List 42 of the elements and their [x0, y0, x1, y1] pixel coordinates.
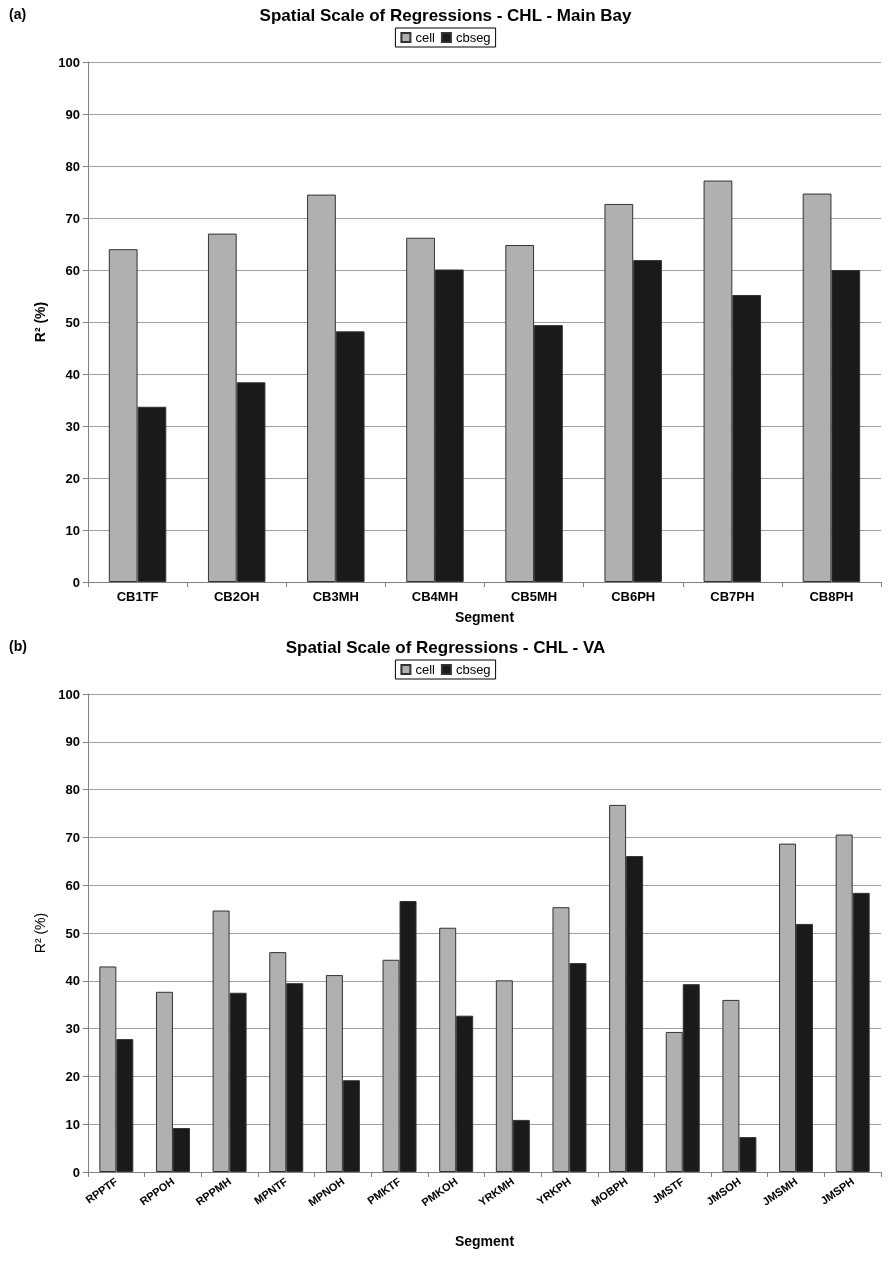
- x-tick-label: CB8PH: [809, 589, 854, 604]
- y-tick-label: 0: [72, 574, 80, 590]
- y-tick-label: 90: [65, 734, 80, 750]
- x-tick-label: CB7PH: [710, 589, 755, 604]
- text: (b): [9, 638, 27, 654]
- legend-label: cell: [415, 30, 436, 45]
- y-tick-label: 60: [65, 262, 80, 278]
- y-tick-label: 80: [65, 782, 80, 798]
- x-tick-label: CB6PH: [611, 589, 656, 604]
- y-tick-label: 100: [58, 54, 80, 70]
- y-tick-label: 20: [65, 470, 80, 486]
- legend-label: cbseg: [455, 662, 491, 677]
- y-axis-title: R² (%): [32, 301, 49, 343]
- y-tick-label: 50: [65, 314, 80, 330]
- x-tick-label: CB5MH: [510, 589, 558, 604]
- y-tick-label: 0: [72, 1164, 80, 1180]
- y-tick-label: 70: [65, 210, 80, 226]
- x-tick-label: CB1TF: [116, 589, 159, 604]
- y-tick-label: 100: [58, 686, 80, 702]
- y-tick-label: 30: [65, 418, 80, 434]
- y-tick-label: 80: [65, 158, 80, 174]
- y-tick-label: 50: [65, 925, 80, 941]
- y-axis-title: R² (%): [32, 912, 49, 954]
- legend-label: cell: [415, 662, 436, 677]
- text: (a): [9, 6, 27, 22]
- y-tick-label: 90: [65, 106, 80, 122]
- y-tick-label: 60: [65, 877, 80, 893]
- y-tick-label: 10: [65, 1116, 80, 1132]
- x-axis-title: Segment: [454, 1233, 515, 1249]
- chart-title: Spatial Scale of Regressions - CHL - VA: [285, 638, 606, 657]
- chart-title: Spatial Scale of Regressions - CHL - Main Bay: [259, 6, 632, 25]
- x-tick-label: CB2OH: [213, 589, 260, 604]
- y-tick-label: 20: [65, 1068, 80, 1084]
- x-axis-title: Segment: [454, 609, 515, 625]
- y-tick-label: 30: [65, 1021, 80, 1037]
- y-tick-label: 40: [65, 366, 80, 382]
- x-tick-label: CB4MH: [411, 589, 459, 604]
- y-tick-label: 40: [65, 973, 80, 989]
- y-tick-label: 10: [65, 522, 80, 538]
- x-tick-label: CB3MH: [312, 589, 359, 604]
- y-tick-label: 70: [65, 829, 80, 845]
- legend-label: cbseg: [455, 30, 491, 45]
